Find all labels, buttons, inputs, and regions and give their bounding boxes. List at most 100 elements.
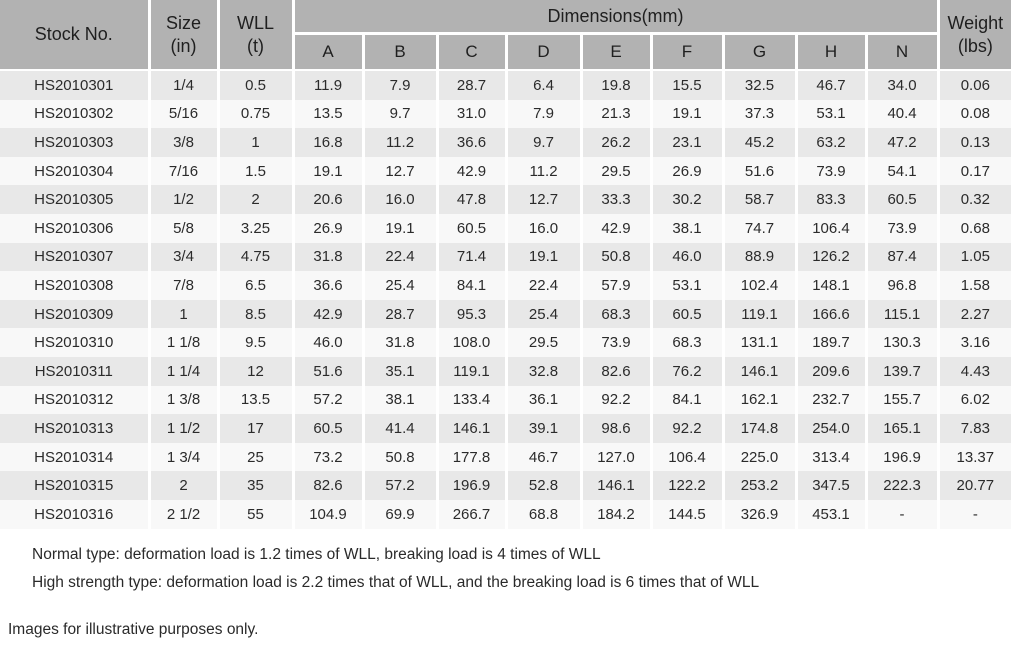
value-cell: 84.1 <box>649 385 723 415</box>
value-cell: 108.0 <box>435 328 506 357</box>
value-cell: 30.2 <box>649 185 723 214</box>
value-cell: 16.8 <box>291 128 363 157</box>
value-cell: 174.8 <box>721 414 796 443</box>
value-cell: 2.27 <box>936 299 1011 329</box>
header-dim-c: C <box>435 33 506 71</box>
value-cell: 52.8 <box>504 471 581 500</box>
value-cell: - <box>936 499 1011 529</box>
value-cell: 19.1 <box>504 242 581 272</box>
value-cell: 2 1/2 <box>147 499 218 529</box>
value-cell: 21.3 <box>579 99 651 129</box>
value-cell: 106.4 <box>794 213 866 243</box>
value-cell: 53.1 <box>794 99 866 129</box>
value-cell: 266.7 <box>435 499 506 529</box>
value-cell: 84.1 <box>435 271 506 300</box>
value-cell: 209.6 <box>794 356 866 386</box>
value-cell: 15.5 <box>649 70 723 100</box>
value-cell: 1 1/8 <box>147 328 218 357</box>
value-cell: 0.68 <box>936 213 1011 243</box>
table-body: HS2010301 1/4 0.5 11.9 7.9 28.7 6.4 19.8 15.5 32.… <box>0 70 1011 529</box>
value-cell: 9.7 <box>361 99 437 129</box>
table-header: Stock No. Size (in) WLL (t) Dimensions(m… <box>0 0 1011 71</box>
value-cell: 133.4 <box>435 385 506 415</box>
value-cell: 83.3 <box>794 185 866 214</box>
value-cell: 26.2 <box>579 128 651 157</box>
value-cell: 177.8 <box>435 442 506 472</box>
value-cell: 102.4 <box>721 271 796 300</box>
value-cell: 1 1/4 <box>147 356 218 386</box>
value-cell: 126.2 <box>794 242 866 272</box>
value-cell: 28.7 <box>435 70 506 100</box>
value-cell: 232.7 <box>794 385 866 415</box>
value-cell: 71.4 <box>435 242 506 272</box>
value-cell: 146.1 <box>435 414 506 443</box>
value-cell: 25 <box>216 442 293 472</box>
table-row: HS2010312 1 3/8 13.5 57.2 38.1 133.4 36.1 92.2 8… <box>0 385 1011 415</box>
value-cell: 127.0 <box>579 442 651 472</box>
value-cell: 92.2 <box>649 414 723 443</box>
value-cell: 60.5 <box>864 185 939 214</box>
value-cell: 57.2 <box>361 471 437 500</box>
value-cell: 131.1 <box>721 328 796 357</box>
value-cell: 31.8 <box>291 242 363 272</box>
header-weight: Weight (lbs) <box>936 0 1011 71</box>
value-cell: 50.8 <box>579 242 651 272</box>
value-cell: 196.9 <box>435 471 506 500</box>
value-cell: 32.5 <box>721 70 796 100</box>
value-cell: 0.06 <box>936 70 1011 100</box>
value-cell: 29.5 <box>579 156 651 186</box>
value-cell: 42.9 <box>435 156 506 186</box>
table-row: HS2010315 2 35 82.6 57.2 196.9 52.8 146.1 122.2 2… <box>0 471 1011 500</box>
value-cell: 155.7 <box>864 385 939 415</box>
value-cell: 122.2 <box>649 471 723 500</box>
value-cell: 4.75 <box>216 242 293 272</box>
value-cell: 225.0 <box>721 442 796 472</box>
value-cell: 1 3/4 <box>147 442 218 472</box>
value-cell: 184.2 <box>579 499 651 529</box>
value-cell: 0.13 <box>936 128 1011 157</box>
value-cell: 2 <box>216 185 293 214</box>
value-cell: 51.6 <box>291 356 363 386</box>
value-cell: 139.7 <box>864 356 939 386</box>
value-cell: 88.9 <box>721 242 796 272</box>
value-cell: 31.8 <box>361 328 437 357</box>
stock-no-cell: HS2010311 <box>0 356 149 386</box>
value-cell: 1 <box>147 299 218 329</box>
stock-no-cell: HS2010314 <box>0 442 149 472</box>
value-cell: 96.8 <box>864 271 939 300</box>
value-cell: 162.1 <box>721 385 796 415</box>
value-cell: 1 3/8 <box>147 385 218 415</box>
value-cell: 1/2 <box>147 185 218 214</box>
value-cell: 19.1 <box>649 99 723 129</box>
value-cell: 19.1 <box>291 156 363 186</box>
value-cell: 196.9 <box>864 442 939 472</box>
value-cell: 25.4 <box>504 299 581 329</box>
value-cell: 63.2 <box>794 128 866 157</box>
table-row: HS2010308 7/8 6.5 36.6 25.4 84.1 22.4 57.9 53.1 1… <box>0 271 1011 300</box>
value-cell: 7/8 <box>147 271 218 300</box>
value-cell: 41.4 <box>361 414 437 443</box>
value-cell: 73.2 <box>291 442 363 472</box>
value-cell: 58.7 <box>721 185 796 214</box>
value-cell: 37.3 <box>721 99 796 129</box>
value-cell: 19.1 <box>361 213 437 243</box>
value-cell: 60.5 <box>649 299 723 329</box>
value-cell: 166.6 <box>794 299 866 329</box>
value-cell: 254.0 <box>794 414 866 443</box>
value-cell: 60.5 <box>435 213 506 243</box>
value-cell: 0.08 <box>936 99 1011 129</box>
value-cell: 313.4 <box>794 442 866 472</box>
header-dim-g: G <box>721 33 796 71</box>
value-cell: 130.3 <box>864 328 939 357</box>
value-cell: 26.9 <box>291 213 363 243</box>
header-dim-a: A <box>291 33 363 71</box>
value-cell: 98.6 <box>579 414 651 443</box>
value-cell: 0.17 <box>936 156 1011 186</box>
value-cell: 25.4 <box>361 271 437 300</box>
value-cell: 60.5 <box>291 414 363 443</box>
value-cell: 20.6 <box>291 185 363 214</box>
value-cell: 73.9 <box>579 328 651 357</box>
stock-no-cell: HS2010312 <box>0 385 149 415</box>
value-cell: 76.2 <box>649 356 723 386</box>
